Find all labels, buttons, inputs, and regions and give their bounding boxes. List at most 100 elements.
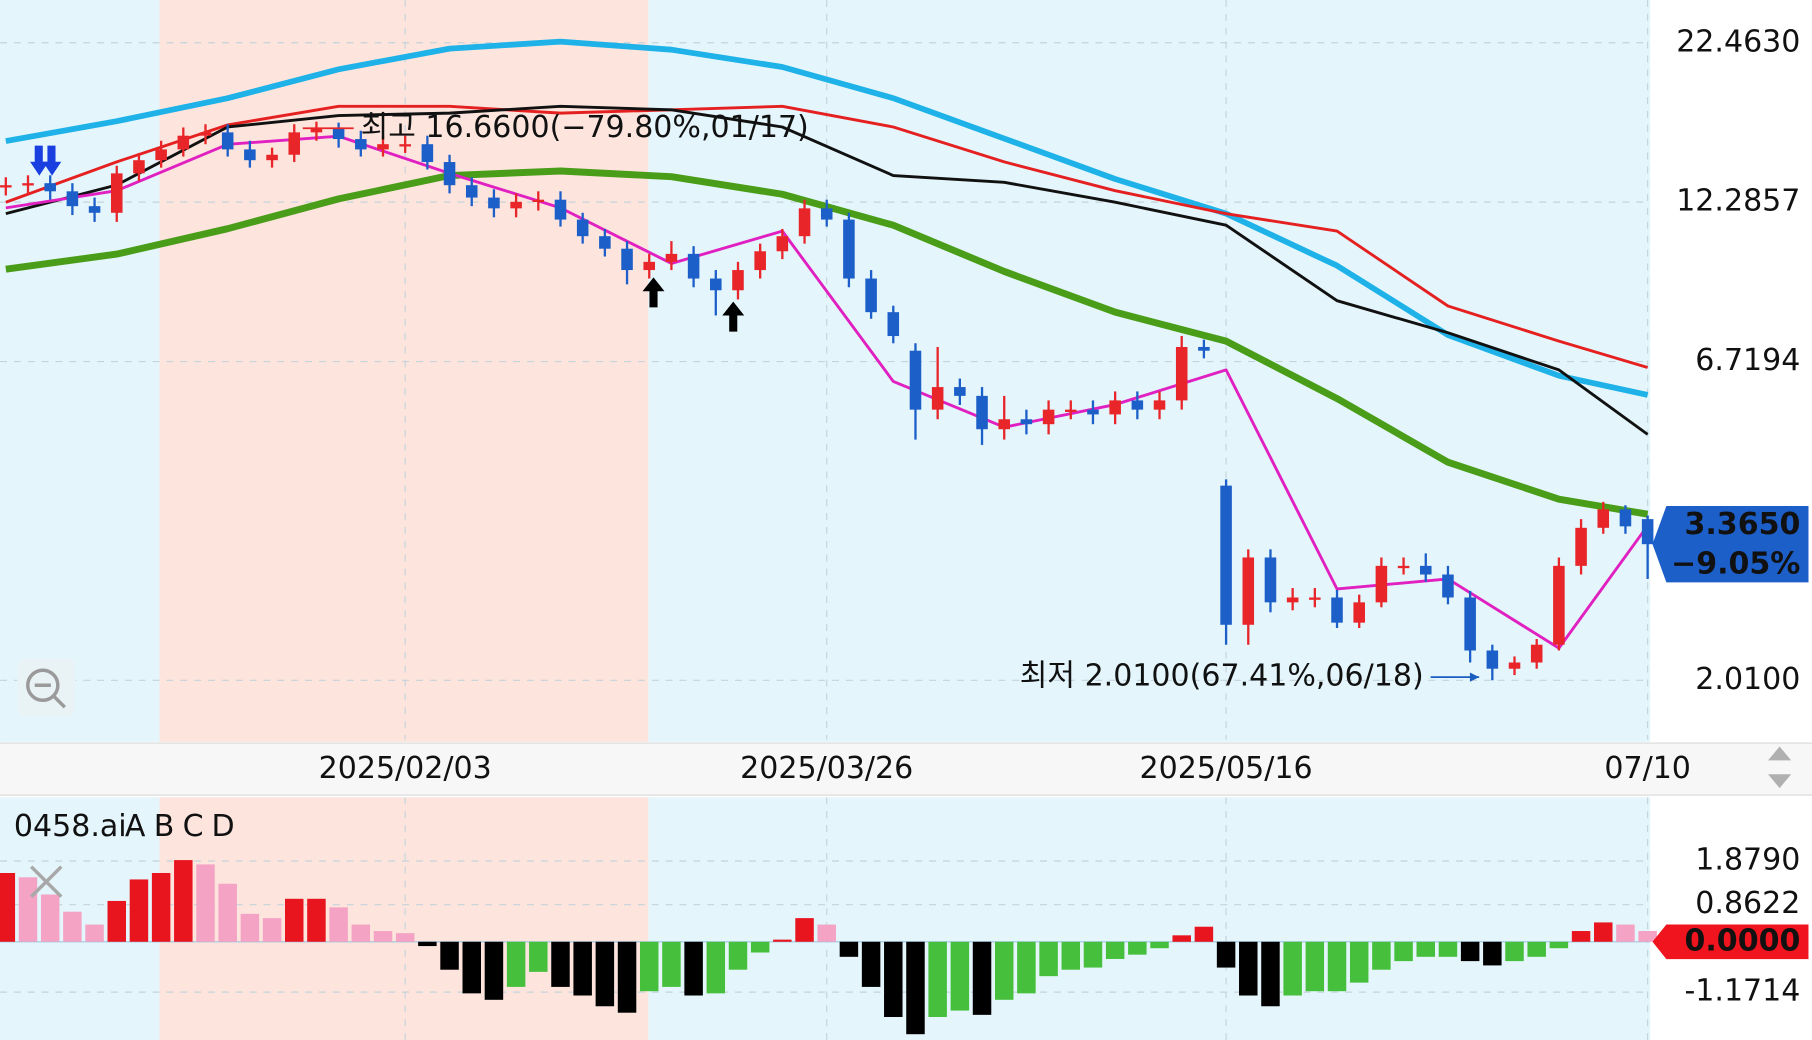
last-price: 3.3650 [1685,507,1801,542]
indicator-bar [1128,941,1147,955]
candle-body [1464,597,1476,651]
candle-body [66,191,79,207]
candle-body [332,127,345,140]
indicator-bar [418,941,437,947]
indicator-bar [440,941,459,970]
indicator-bar [1150,941,1169,949]
indicator-bar [1261,941,1280,1007]
moving-average-line [5,38,1649,398]
y-tick-label: 0.8622 [1695,886,1800,921]
x-tick-label: 2025/05/16 [1140,751,1313,786]
candle-body [1087,409,1099,415]
candle-body [1575,527,1587,566]
indicator-bar [196,864,215,942]
legend-entry: B [154,809,175,844]
candle-body [621,248,633,271]
candle-body [1486,650,1499,669]
candle-body [355,139,367,150]
indicator-bar [1105,941,1125,959]
indicator-bar [1394,941,1413,962]
candle-body [221,132,234,150]
candle-body [465,185,478,198]
labels: 22.4630 12.2857 6.7194 2.0100 2025/02/03 2025… [14,24,1809,1009]
candle-body [1065,409,1077,412]
candle-body [1020,419,1033,425]
candle-body [1131,400,1144,410]
indicator-bar [551,941,570,987]
indicator-bar [861,941,881,987]
indicator-bar [262,918,282,942]
candle-body [288,132,301,155]
candle-body [1042,409,1055,425]
indicator-bar [1061,941,1081,970]
indicator-bar [1438,941,1458,957]
indicator-bar [750,941,770,953]
candle-body [177,135,190,150]
indicator-bar [1017,941,1036,994]
overlay [17,145,1792,898]
zero-tag [1652,924,1809,960]
price-change: −9.05% [1671,546,1800,581]
indicator-bar [1638,931,1657,942]
candle-body [510,201,522,209]
candle-body [665,253,678,262]
candle-body [44,183,56,192]
candle-body [1641,519,1654,545]
candle-body [1309,597,1321,600]
indicator-bar [928,941,947,1018]
candle-body [532,199,545,203]
candle-body [421,144,434,163]
candle-body [1397,565,1410,569]
y-tick-label: 2.0100 [1695,662,1800,697]
indicator-bar [1305,941,1325,992]
candle-body [1175,346,1188,401]
candle-body [909,350,922,410]
candle-body [599,236,611,249]
indicator-bar [1283,941,1302,996]
indicator-bar [884,941,903,1018]
candle-body [399,144,411,147]
candle-body [244,149,256,161]
x-axis-bar [0,743,1812,796]
candle-body [1109,400,1121,415]
x-tick-label: 2025/02/03 [319,751,492,786]
scroll-buttons[interactable] [1768,746,1792,789]
candle-body [1597,509,1610,528]
indicator-bar [595,941,615,1007]
indicator-bar [795,918,814,942]
indicator-bar [950,941,970,1011]
indicator-bar [1594,922,1613,942]
candle-body [687,253,700,279]
candle-body [22,183,34,186]
indicator-bar [1172,935,1191,942]
x-tick-label: 2025/03/26 [740,751,913,786]
indicator-bar [395,933,415,942]
indicator-bar [728,941,748,970]
close-indicator-button[interactable] [30,865,63,898]
candle-body [0,185,12,188]
indicator-bar [617,941,637,1013]
candle-body [1419,565,1432,575]
indicator-bar [639,941,659,992]
indicator-bar [1416,941,1436,957]
indicator-name: 0458.ai [14,809,127,844]
indicator-bar [40,894,60,942]
candle-body [377,144,389,150]
moving-average-line [5,104,1649,369]
candle-body [732,270,744,291]
indicator-bar [906,941,925,1035]
signal-arrow [722,301,745,332]
indicator-bar [18,877,38,942]
candle-body [1264,557,1277,603]
candle-body [443,162,456,186]
candle-body [488,197,500,209]
candle-body [1530,644,1543,663]
candle-body [998,419,1010,430]
x-tick-label: 07/10 [1604,751,1691,786]
candle-body [776,236,789,252]
zoom-out-button[interactable] [17,658,76,717]
candle-body [1198,346,1210,351]
candle-body [310,127,323,133]
